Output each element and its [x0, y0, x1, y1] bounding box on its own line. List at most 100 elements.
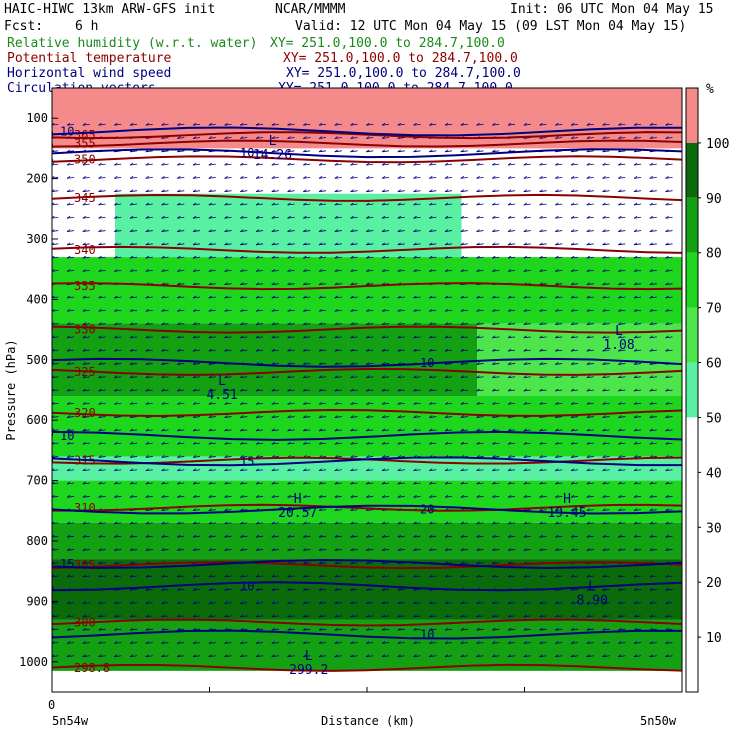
wind-vector	[381, 389, 390, 392]
wind-vector-head	[82, 548, 87, 551]
wind-vector-head	[586, 229, 591, 232]
rh-band	[52, 619, 682, 671]
wind-vector	[318, 482, 327, 485]
wind-vector	[507, 309, 516, 312]
wind-vector	[192, 190, 201, 193]
wind-vector	[539, 243, 547, 246]
wind-vector	[66, 190, 75, 193]
wind-vector-head	[381, 494, 386, 498]
wind-vector	[318, 270, 327, 272]
wind-vector-head	[366, 136, 370, 139]
wind-vector	[271, 535, 279, 538]
wind-vector-head	[287, 149, 291, 153]
wind-vector-head	[52, 255, 55, 259]
wind-vector	[539, 655, 547, 658]
wind-vector	[161, 575, 169, 578]
wind-vector-head	[381, 362, 386, 365]
wind-vector	[397, 137, 405, 139]
wind-vector-head	[129, 601, 134, 604]
wind-vector	[161, 216, 169, 219]
wind-vector-head	[303, 481, 307, 485]
wind-vector	[192, 137, 201, 139]
wind-vector	[98, 389, 106, 392]
wind-vector	[98, 243, 106, 246]
wind-vector-head	[602, 654, 606, 658]
wind-vector	[224, 482, 232, 485]
wind-vector-head	[523, 455, 528, 458]
wind-vector	[555, 309, 563, 312]
wind-vector	[523, 216, 531, 219]
wind-speed-contour	[52, 456, 682, 467]
wind-vector	[66, 429, 75, 432]
wind-vector-head	[633, 215, 638, 219]
wind-vector	[318, 495, 327, 498]
wind-vector	[586, 349, 594, 352]
wind-vector-head	[255, 388, 260, 392]
wind-vector-head	[429, 269, 433, 272]
wind-vector-head	[66, 162, 71, 166]
wind-vector	[539, 216, 547, 219]
wind-vector	[413, 642, 421, 644]
wind-vector-head	[334, 335, 339, 339]
wind-vector	[114, 336, 122, 339]
wind-vector	[460, 416, 468, 418]
wind-vector	[350, 549, 358, 551]
wind-vector	[66, 336, 75, 339]
wind-vector	[381, 535, 390, 538]
wind-vector-head	[602, 614, 606, 618]
wind-vector	[444, 363, 453, 365]
rh-band	[52, 522, 682, 560]
wind-vector-head	[460, 401, 465, 405]
wind-vector-head	[224, 641, 228, 644]
wind-vector-head	[555, 308, 559, 312]
wind-vector-head	[555, 388, 559, 392]
wind-vector	[602, 509, 610, 511]
wind-vector	[145, 442, 153, 445]
wind-vector-head	[255, 229, 260, 232]
wind-vector-head	[177, 255, 181, 259]
wind-vector	[177, 270, 185, 272]
wind-vector	[318, 588, 327, 591]
theta-contour	[52, 282, 682, 291]
wind-vector-head	[318, 561, 323, 565]
wind-vector-head	[507, 348, 512, 352]
wind-vector	[303, 137, 311, 139]
wind-vector-head	[52, 548, 55, 551]
wind-vector	[255, 655, 264, 658]
wind-vector	[476, 256, 484, 259]
wind-vector-head	[145, 348, 150, 352]
wind-vector	[397, 216, 405, 219]
wind-vector-head	[476, 348, 480, 352]
wind-vector	[82, 270, 90, 272]
wind-vector-head	[460, 229, 465, 232]
wind-vector-head	[586, 574, 591, 578]
extremum-value: 1.08	[603, 338, 634, 353]
wind-speed-contour	[52, 126, 682, 137]
wind-vector	[539, 256, 547, 259]
wind-vector	[98, 349, 106, 352]
wind-vector-head	[114, 601, 118, 604]
wind-vector-head	[618, 308, 622, 312]
wind-vector	[129, 615, 138, 618]
wind-vector-head	[492, 215, 496, 219]
extremum-type: L	[218, 374, 226, 389]
wind-vector	[350, 588, 358, 591]
wind-vector-head	[397, 229, 402, 232]
wind-vector-head	[507, 455, 512, 458]
wind-vector	[570, 376, 579, 379]
y-axis-label: Pressure (hPa)	[4, 339, 18, 440]
wind-vector	[555, 123, 563, 126]
wind-vector-head	[381, 375, 386, 379]
wind-vector-head	[507, 614, 512, 618]
wind-vector	[429, 402, 437, 405]
wind-vector-head	[507, 601, 512, 604]
wind-vector	[444, 309, 453, 312]
wind-vector	[460, 230, 468, 232]
wind-vector-head	[129, 348, 134, 352]
wind-vector	[602, 203, 610, 206]
wind-vector	[98, 535, 106, 538]
wind-vector	[366, 429, 374, 432]
wind-vector-head	[145, 574, 150, 578]
wind-vector	[366, 150, 374, 153]
wind-vector-head	[287, 627, 291, 631]
